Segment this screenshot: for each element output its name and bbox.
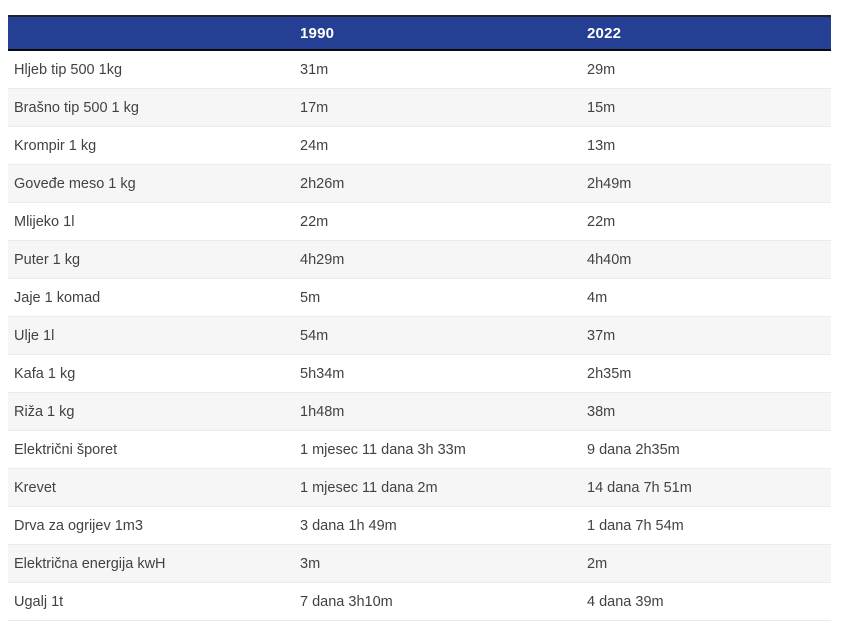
product-name-cell: Mlijeko 1l	[8, 202, 294, 241]
product-name-cell: Brašno tip 500 1 kg	[8, 88, 294, 127]
value-2022-cell: 14 dana 7h 51m	[581, 468, 831, 507]
product-name-cell: Električna energija kwH	[8, 544, 294, 583]
value-2022-cell: 13m	[581, 126, 831, 165]
table-row: Brašno tip 500 1 kg 17m 15m	[8, 88, 831, 127]
table-row: Puter 1 kg 4h29m 4h40m	[8, 240, 831, 279]
time-to-buy-comparison-table: 1990 2022 Hljeb tip 500 1kg 31m 29m Braš…	[8, 15, 831, 621]
table-row: Krevet 1 mjesec 11 dana 2m 14 dana 7h 51…	[8, 468, 831, 507]
product-name-cell: Ugalj 1t	[8, 582, 294, 621]
table-row: Goveđe meso 1 kg 2h26m 2h49m	[8, 164, 831, 203]
product-name-cell: Električni šporet	[8, 430, 294, 469]
table-row: Ulje 1l 54m 37m	[8, 316, 831, 355]
product-name-cell: Ulje 1l	[8, 316, 294, 355]
table-row: Krompir 1 kg 24m 13m	[8, 126, 831, 165]
header-row: 1990 2022	[8, 15, 831, 51]
value-2022-cell: 4 dana 39m	[581, 582, 831, 621]
value-2022-cell: 1 dana 7h 54m	[581, 506, 831, 545]
product-name-cell: Puter 1 kg	[8, 240, 294, 279]
value-1990-cell: 3 dana 1h 49m	[294, 506, 581, 545]
value-1990-cell: 17m	[294, 88, 581, 127]
table-row: Električni šporet 1 mjesec 11 dana 3h 33…	[8, 430, 831, 469]
value-1990-cell: 54m	[294, 316, 581, 355]
value-1990-cell: 22m	[294, 202, 581, 241]
table-row: Električna energija kwH 3m 2m	[8, 544, 831, 583]
table-row: Drva za ogrijev 1m3 3 dana 1h 49m 1 dana…	[8, 506, 831, 545]
table-row: Jaje 1 komad 5m 4m	[8, 278, 831, 317]
product-name-cell: Kafa 1 kg	[8, 354, 294, 393]
product-name-cell: Goveđe meso 1 kg	[8, 164, 294, 203]
year-2022-column-header: 2022	[581, 15, 831, 51]
table-body: Hljeb tip 500 1kg 31m 29m Brašno tip 500…	[8, 50, 831, 621]
value-1990-cell: 5h34m	[294, 354, 581, 393]
table-row: Ugalj 1t 7 dana 3h10m 4 dana 39m	[8, 582, 831, 621]
value-1990-cell: 5m	[294, 278, 581, 317]
value-1990-cell: 2h26m	[294, 164, 581, 203]
table-row: Hljeb tip 500 1kg 31m 29m	[8, 50, 831, 89]
value-2022-cell: 38m	[581, 392, 831, 431]
value-2022-cell: 15m	[581, 88, 831, 127]
value-2022-cell: 2m	[581, 544, 831, 583]
value-2022-cell: 4m	[581, 278, 831, 317]
table-row: Mlijeko 1l 22m 22m	[8, 202, 831, 241]
product-column-header	[8, 15, 294, 51]
value-1990-cell: 3m	[294, 544, 581, 583]
value-2022-cell: 29m	[581, 50, 831, 89]
value-1990-cell: 7 dana 3h10m	[294, 582, 581, 621]
year-1990-column-header: 1990	[294, 15, 581, 51]
value-2022-cell: 37m	[581, 316, 831, 355]
product-name-cell: Drva za ogrijev 1m3	[8, 506, 294, 545]
product-name-cell: Krompir 1 kg	[8, 126, 294, 165]
product-name-cell: Jaje 1 komad	[8, 278, 294, 317]
value-2022-cell: 22m	[581, 202, 831, 241]
value-2022-cell: 2h35m	[581, 354, 831, 393]
value-1990-cell: 1h48m	[294, 392, 581, 431]
value-1990-cell: 24m	[294, 126, 581, 165]
value-1990-cell: 1 mjesec 11 dana 3h 33m	[294, 430, 581, 469]
time-to-buy-comparison-table-wrap: 1990 2022 Hljeb tip 500 1kg 31m 29m Braš…	[8, 15, 831, 621]
value-2022-cell: 4h40m	[581, 240, 831, 279]
table-header: 1990 2022	[8, 15, 831, 51]
value-1990-cell: 31m	[294, 50, 581, 89]
product-name-cell: Krevet	[8, 468, 294, 507]
product-name-cell: Riža 1 kg	[8, 392, 294, 431]
table-row: Kafa 1 kg 5h34m 2h35m	[8, 354, 831, 393]
value-1990-cell: 1 mjesec 11 dana 2m	[294, 468, 581, 507]
value-2022-cell: 2h49m	[581, 164, 831, 203]
product-name-cell: Hljeb tip 500 1kg	[8, 50, 294, 89]
value-1990-cell: 4h29m	[294, 240, 581, 279]
value-2022-cell: 9 dana 2h35m	[581, 430, 831, 469]
table-row: Riža 1 kg 1h48m 38m	[8, 392, 831, 431]
